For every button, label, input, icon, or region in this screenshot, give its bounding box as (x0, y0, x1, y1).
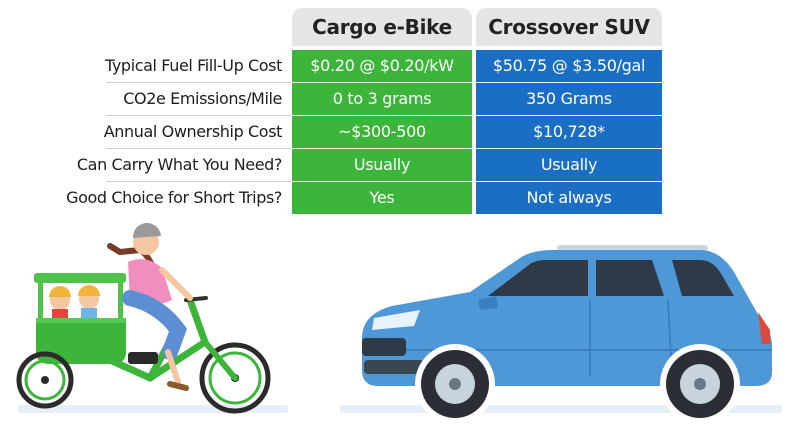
row-label: CO2e Emissions/Mile (123, 89, 282, 108)
row-label: Good Choice for Short Trips? (66, 188, 282, 207)
cell-divider (292, 82, 662, 83)
row-divider (106, 82, 292, 83)
cell-bike-emissions: 0 to 3 grams (292, 83, 472, 115)
cell-suv-ownership-cost: $10,728* (476, 116, 662, 148)
table-row-fill-up-cost: Typical Fuel Fill-Up Cost $0.20 @ $0.20/… (0, 50, 800, 82)
cargo-ebike-with-rider-and-children-illustration (16, 222, 271, 414)
cell-suv-fill-up-cost: $50.75 @ $3.50/gal (476, 50, 662, 82)
cell-divider (292, 115, 662, 116)
cell-bike-ownership-cost: ~$300-500 (292, 116, 472, 148)
cell-suv-carry: Usually (476, 149, 662, 181)
row-divider (106, 181, 292, 182)
cell-bike-carry: Usually (292, 149, 472, 181)
column-header-crossover-suv: Crossover SUV (476, 8, 662, 46)
comparison-table: Cargo e-Bike Crossover SUV Typical Fuel … (0, 8, 800, 214)
row-label: Can Carry What You Need? (76, 155, 283, 174)
row-label: Annual Ownership Cost (103, 122, 283, 141)
cell-bike-short-trips: Yes (292, 182, 472, 214)
cell-divider (292, 148, 662, 149)
row-divider (106, 148, 292, 149)
row-divider (106, 115, 292, 116)
blue-crossover-suv-illustration (362, 245, 772, 424)
cell-divider (292, 181, 662, 182)
table-row-carry: Can Carry What You Need? Usually Usually (0, 149, 800, 181)
table-row-ownership-cost: Annual Ownership Cost ~$300-500 $10,728* (0, 116, 800, 148)
column-header-cargo-ebike: Cargo e-Bike (292, 8, 472, 46)
illustration-scene (16, 222, 782, 424)
cell-suv-short-trips: Not always (476, 182, 662, 214)
table-row-short-trips: Good Choice for Short Trips? Yes Not alw… (0, 182, 800, 214)
row-label: Typical Fuel Fill-Up Cost (104, 56, 282, 75)
cell-suv-emissions: 350 Grams (476, 83, 662, 115)
table-row-emissions: CO2e Emissions/Mile 0 to 3 grams 350 Gra… (0, 83, 800, 115)
cell-bike-fill-up-cost: $0.20 @ $0.20/kW (292, 50, 472, 82)
